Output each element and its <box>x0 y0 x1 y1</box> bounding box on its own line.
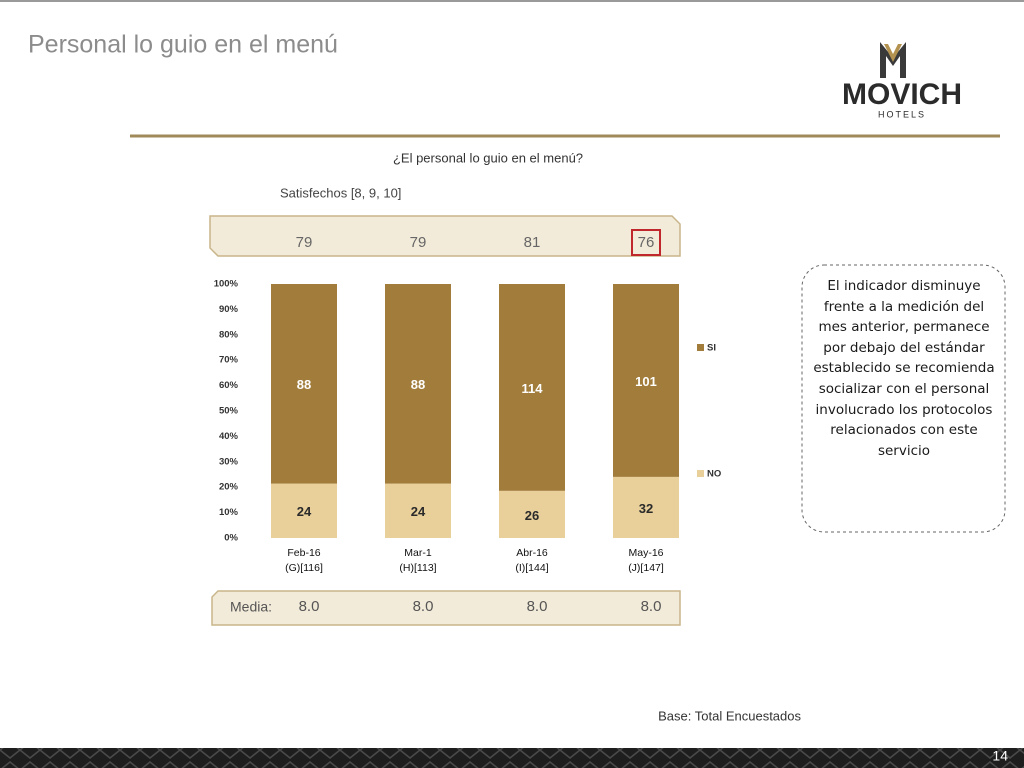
x-tick-sublabel: (H)[113] <box>399 562 436 574</box>
media-value: 8.0 <box>641 598 662 615</box>
x-tick-label: May-16 <box>628 547 663 559</box>
data-label: 114 <box>522 381 544 396</box>
y-tick-label: 80% <box>219 329 239 340</box>
page-number: 14 <box>992 748 1008 764</box>
x-tick-label: Abr-16 <box>516 547 548 559</box>
base-note: Base: Total Encuestados <box>658 708 801 723</box>
legend-label: SI <box>707 343 716 354</box>
bar-segment <box>613 284 679 477</box>
y-tick-label: 50% <box>219 406 239 417</box>
legend-swatch <box>697 344 704 351</box>
bar-segment <box>271 284 337 484</box>
x-tick-sublabel: (J)[147] <box>628 562 664 574</box>
x-tick-label: Mar-1 <box>404 547 432 559</box>
satisfied-banner <box>209 215 681 257</box>
satisfied-value: 79 <box>410 234 427 251</box>
media-value: 8.0 <box>413 598 434 615</box>
bar-segment <box>499 284 565 491</box>
legend-swatch <box>697 470 704 477</box>
data-label: 88 <box>411 377 425 392</box>
media-value: 8.0 <box>299 598 320 615</box>
y-tick-label: 30% <box>219 456 239 467</box>
satisfied-value: 81 <box>524 234 541 251</box>
data-label: 101 <box>635 374 657 389</box>
note-text: El indicador disminuye frente a la medic… <box>813 278 995 459</box>
y-tick-label: 100% <box>214 279 239 290</box>
y-tick-label: 70% <box>219 355 239 366</box>
y-tick-label: 0% <box>224 533 238 544</box>
satisfied-value: 76 <box>638 234 655 251</box>
logo-name: MOVICH <box>842 78 962 111</box>
satisfied-label: Satisfechos [8, 9, 10] <box>280 185 401 200</box>
satisfied-value: 79 <box>296 234 313 251</box>
media-label: Media: <box>230 599 272 615</box>
bar-segment <box>385 483 451 538</box>
chart-title: ¿El personal lo guio en el menú? <box>393 150 583 165</box>
media-banner <box>211 590 681 626</box>
highlight-box <box>631 229 661 256</box>
data-label: 24 <box>411 504 426 519</box>
data-label: 24 <box>297 504 312 519</box>
y-tick-label: 90% <box>219 304 239 315</box>
bar-segment <box>499 490 565 538</box>
x-tick-label: Feb-16 <box>287 547 320 559</box>
x-tick-sublabel: (I)[144] <box>515 562 548 574</box>
data-label: 26 <box>525 508 539 523</box>
bar-segment <box>385 284 451 484</box>
bar-segment <box>613 476 679 538</box>
x-tick-sublabel: (G)[116] <box>285 562 323 574</box>
note-box <box>801 264 1006 533</box>
slide-title: Personal lo guio en el menú <box>28 31 338 59</box>
legend-label: NO <box>707 469 721 480</box>
y-tick-label: 40% <box>219 431 239 442</box>
y-tick-label: 20% <box>219 482 239 493</box>
logo: MOVICH HOTELS <box>842 42 962 119</box>
data-label: 88 <box>297 377 311 392</box>
footer-band <box>0 748 1024 768</box>
media-value: 8.0 <box>527 598 548 615</box>
bar-segment <box>271 483 337 538</box>
logo-sub: HOTELS <box>878 109 926 119</box>
y-tick-label: 60% <box>219 380 239 391</box>
y-tick-label: 10% <box>219 507 239 518</box>
data-label: 32 <box>639 501 653 516</box>
